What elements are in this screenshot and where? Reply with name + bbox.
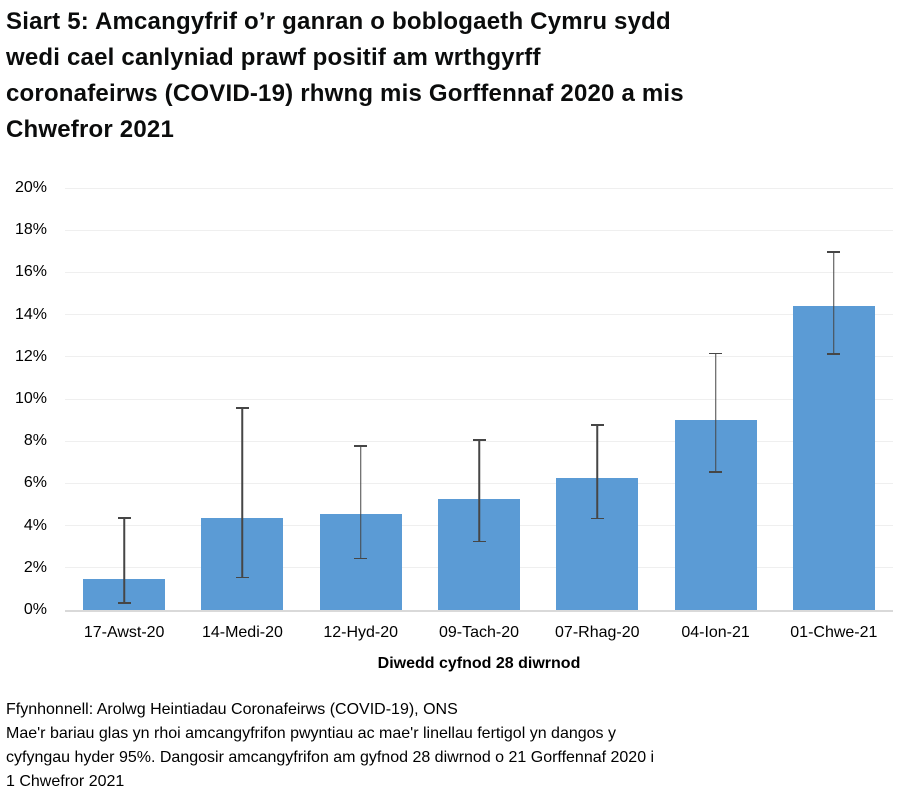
y-axis-tick-label: 18%: [14, 221, 47, 239]
error-bar-cap-bottom: [117, 602, 131, 604]
error-bar: [235, 407, 249, 579]
error-bar: [709, 352, 723, 473]
error-bar-stem: [359, 445, 362, 560]
y-axis-tick-label: 16%: [14, 263, 47, 281]
x-axis-tick-label: 01-Chwe-21: [790, 624, 878, 641]
error-bar-stem: [596, 424, 599, 520]
error-bar-cap-top: [235, 407, 249, 409]
error-bar-stem: [833, 251, 835, 355]
gridline: [65, 187, 893, 189]
error-bar-cap-bottom: [472, 540, 486, 543]
chart-footer: Ffynhonnell: Arolwg Heintiadau Coronafei…: [6, 698, 654, 794]
error-bar-cap-top: [117, 517, 131, 519]
x-axis-tick-label: 07-Rhag-20: [555, 624, 640, 641]
gridline: [65, 229, 893, 231]
x-axis-line: [65, 610, 893, 612]
method-note: Mae'r bariau glas yn rhoi amcangyfrifon …: [6, 725, 655, 790]
gridline: [65, 271, 893, 273]
y-axis-tick-label: 8%: [23, 432, 47, 450]
gridline: [65, 356, 893, 358]
error-bar: [354, 445, 368, 560]
error-bar-cap-top: [709, 352, 723, 355]
source-note: Ffynhonnell: Arolwg Heintiadau Coronafei…: [6, 701, 458, 718]
y-axis-tick-label: 4%: [23, 516, 47, 534]
x-axis-tick-label: 12-Hyd-20: [323, 624, 399, 641]
error-bar: [472, 439, 486, 543]
x-axis-tick-label: 17-Awst-20: [83, 624, 165, 641]
error-bar-stem: [714, 352, 717, 473]
error-bar-cap-bottom: [590, 517, 604, 520]
bar: [792, 306, 875, 610]
error-bar-cap-bottom: [354, 557, 368, 560]
error-bar-cap-bottom: [709, 471, 723, 473]
error-bar-stem: [478, 439, 480, 543]
y-axis-tick-label: 10%: [14, 390, 47, 407]
x-axis-title: Diwedd cyfnod 28 diwrnod: [377, 655, 581, 672]
x-axis-tick-label: 09-Tach-20: [438, 624, 519, 641]
error-bar-stem: [241, 407, 244, 579]
y-axis-tick-label: 20%: [14, 179, 47, 196]
error-bar-cap-bottom: [235, 576, 249, 579]
y-axis-tick-label: 0%: [23, 601, 47, 618]
page-title: Siart 5: Amcangyfrif o’r ganran o boblog…: [6, 8, 684, 143]
gridline: [65, 314, 893, 316]
x-axis-tick-label: 14-Medi-20: [201, 624, 283, 641]
y-axis-tick-label: 14%: [14, 305, 47, 323]
error-bar: [827, 251, 841, 355]
x-axis-tick-label: 04-Ion-21: [681, 624, 750, 641]
error-bar: [117, 517, 131, 604]
error-bar-cap-bottom: [827, 353, 841, 355]
error-bar-cap-top: [354, 445, 368, 447]
y-axis-tick-label: 12%: [14, 347, 47, 365]
y-axis-tick-label: 6%: [23, 474, 47, 492]
gridline: [65, 398, 893, 400]
error-bar-stem: [123, 517, 125, 604]
error-bar: [590, 424, 604, 520]
error-bar-cap-top: [472, 439, 486, 441]
error-bar-cap-top: [590, 424, 604, 426]
error-bar-cap-top: [827, 251, 841, 253]
y-axis-tick-label: 2%: [23, 558, 47, 576]
